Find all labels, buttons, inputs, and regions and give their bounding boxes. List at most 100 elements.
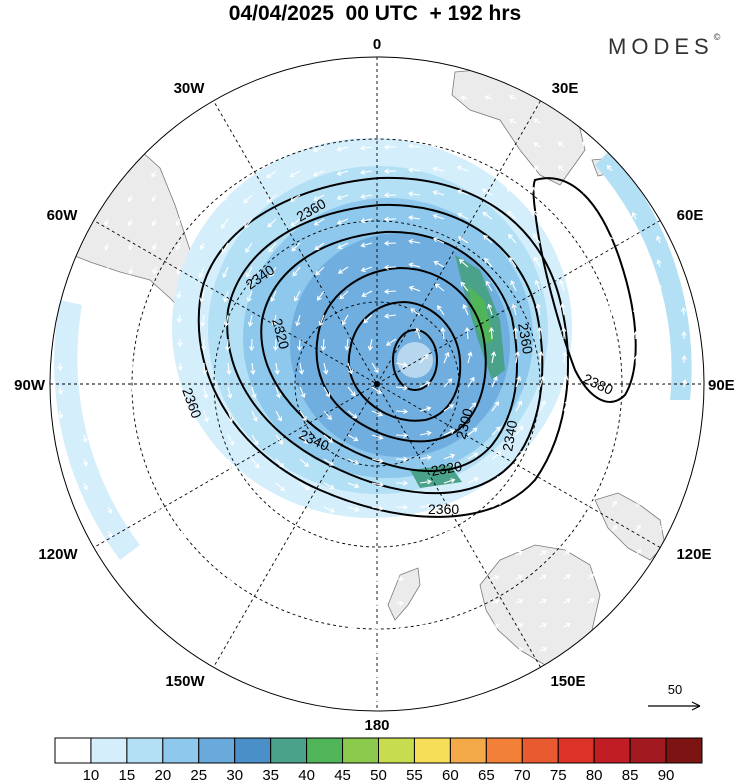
wind-arrow xyxy=(152,242,158,251)
wind-arrow xyxy=(682,427,688,436)
land-new-zealand xyxy=(594,492,666,561)
wind-arrow xyxy=(131,578,138,586)
wind-arrow xyxy=(515,623,524,629)
wind-arrow xyxy=(481,164,493,172)
wind-arrow xyxy=(275,578,284,584)
wind-arrow xyxy=(347,482,360,489)
colorbar-swatch xyxy=(378,737,415,764)
wind-arrow xyxy=(556,209,565,220)
colorbar-swatch xyxy=(665,737,703,764)
wind-arrow xyxy=(363,72,373,78)
wind-arrow xyxy=(336,194,349,201)
wind-arrow xyxy=(434,283,445,292)
wind-arrow xyxy=(313,218,325,226)
wind-arrow xyxy=(680,306,687,316)
wind-arrow xyxy=(534,279,541,292)
wind-arrow xyxy=(657,330,663,340)
wind-arrow xyxy=(456,165,469,172)
wind-arrow xyxy=(360,193,373,200)
wind-arrow xyxy=(275,649,284,655)
wind-arrow xyxy=(360,169,373,175)
wind-arrow xyxy=(432,190,445,196)
wind-arrow xyxy=(456,141,469,148)
copyright-mark: © xyxy=(713,32,721,42)
colorbar-label: 15 xyxy=(119,767,136,782)
colorbar-swatch xyxy=(162,737,200,764)
wind-arrow xyxy=(681,379,688,388)
wind-arrow xyxy=(104,218,109,227)
wind-arrow xyxy=(443,647,452,654)
wind-arrow xyxy=(559,279,565,292)
wind-arrow xyxy=(515,599,524,604)
wind-arrow xyxy=(80,290,87,299)
wind-arrow xyxy=(179,626,187,632)
colorbar-label: 65 xyxy=(478,767,495,782)
wind-arrow xyxy=(432,166,445,172)
wind-arrow xyxy=(443,502,456,508)
wind-arrow xyxy=(314,242,325,251)
wind-arrow xyxy=(515,550,524,556)
wind-arrow xyxy=(607,235,613,244)
wind-arrow xyxy=(458,259,469,268)
wind-arrow xyxy=(532,233,541,244)
wind-arrow xyxy=(246,290,253,303)
wind-arrow xyxy=(395,408,409,415)
wind-arrow xyxy=(293,290,301,302)
wind-arrow xyxy=(312,146,325,153)
wind-arrow xyxy=(582,165,589,172)
wind-arrow xyxy=(105,314,111,324)
wind-arrow xyxy=(511,303,517,316)
wind-arrow xyxy=(509,257,517,268)
wind-arrow xyxy=(251,578,259,584)
shade-center-calm xyxy=(397,342,433,378)
lon-label-180: 180 xyxy=(364,717,389,734)
wind-arrow xyxy=(226,362,232,375)
wind-arrow xyxy=(275,673,284,679)
wind-arrow xyxy=(266,194,277,203)
wind-arrow xyxy=(179,530,186,538)
wind-arrow xyxy=(539,375,545,388)
wind-arrow xyxy=(347,386,356,397)
wind-arrow xyxy=(201,338,207,352)
wind-arrow xyxy=(245,242,253,253)
wind-arrow xyxy=(129,338,135,348)
wind-arrow xyxy=(152,266,158,275)
wind-arrow xyxy=(251,626,260,632)
wind-arrow xyxy=(385,338,397,346)
wind-arrow xyxy=(245,122,253,128)
wind-arrow xyxy=(275,386,282,399)
contour-label: 2300 xyxy=(452,406,476,440)
wind-arrow xyxy=(275,410,283,422)
wind-arrow xyxy=(203,530,210,537)
wind-arrow xyxy=(347,601,356,607)
wind-arrow xyxy=(80,266,86,275)
wind-arrow xyxy=(607,212,613,220)
colorbar-swatch xyxy=(449,737,487,764)
wind-arrow xyxy=(245,146,253,152)
wind-arrow xyxy=(222,194,229,202)
colorbar-label: 70 xyxy=(514,767,531,782)
wind-arrow xyxy=(227,554,235,561)
wind-arrow xyxy=(223,290,229,303)
wind-arrow xyxy=(336,218,349,225)
wind-arrow xyxy=(467,525,480,532)
wind-arrow xyxy=(539,598,548,604)
wind-arrow xyxy=(433,260,445,268)
wind-arrow xyxy=(509,142,517,148)
wind-arrow xyxy=(175,194,181,202)
wind-arrow xyxy=(364,120,373,127)
wind-arrow xyxy=(152,290,158,299)
wind-arrow xyxy=(491,671,500,677)
brand-logo: MODES© xyxy=(608,32,721,60)
wind-arrow xyxy=(323,506,335,513)
wind-arrow xyxy=(128,290,134,299)
wind-arrow xyxy=(610,427,616,436)
wind-arrow xyxy=(292,97,301,103)
wind-arrow xyxy=(227,506,234,513)
wind-arrow xyxy=(419,696,429,702)
pole-marker xyxy=(374,381,380,387)
wind-arrow xyxy=(154,410,160,419)
wind-arrow xyxy=(515,574,524,580)
wind-arrow xyxy=(462,303,469,316)
wind-arrow xyxy=(249,338,255,352)
